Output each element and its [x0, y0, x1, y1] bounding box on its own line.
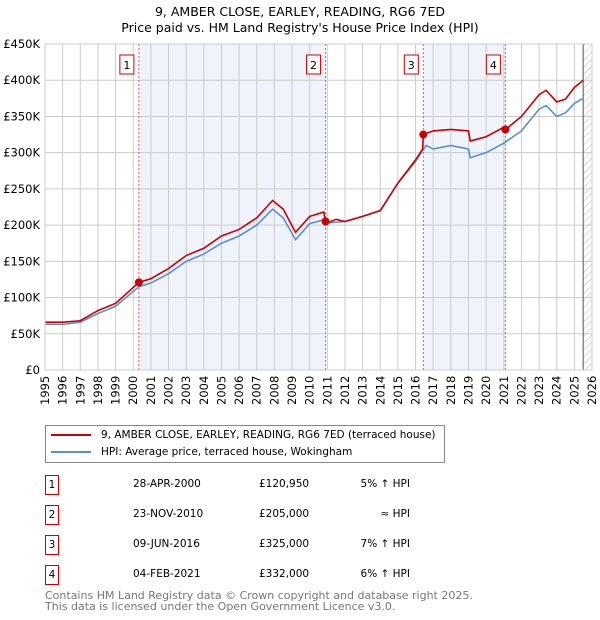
- x-tick-label: 1995: [38, 376, 52, 405]
- sale-label: 3: [408, 59, 415, 72]
- x-tick-label: 2013: [356, 376, 370, 405]
- sale-point: [134, 278, 143, 287]
- sale-date: 09-JUN-2016: [133, 538, 200, 550]
- x-tick-label: 1996: [56, 376, 70, 405]
- chart-subtitle: Price paid vs. HM Land Registry's House …: [121, 20, 479, 35]
- sale-label: 2: [310, 59, 317, 72]
- sale-hpi: 6% ↑ HPI: [360, 568, 410, 580]
- x-tick-label: 2021: [497, 376, 511, 405]
- y-tick-label: £300K: [3, 146, 40, 160]
- y-tick-label: £350K: [3, 109, 40, 123]
- x-tick-label: 2016: [409, 376, 423, 405]
- sale-price: £325,000: [259, 538, 310, 550]
- x-tick-label: 2015: [391, 376, 405, 405]
- sale-point: [321, 217, 330, 226]
- sale-label-box: [403, 54, 419, 75]
- sale-price: £205,000: [259, 508, 310, 520]
- legend-label-hpi: HPI: Average price, terraced house, Woki…: [101, 446, 353, 458]
- y-tick-label: £0: [25, 363, 40, 377]
- x-tick-label: 2023: [532, 376, 546, 405]
- x-tick-label: 2005: [214, 376, 228, 405]
- x-tick-label: 2011: [320, 376, 334, 405]
- forecast-hatch: [583, 44, 592, 370]
- x-tick-label: 2026: [585, 376, 599, 405]
- x-tick-label: 2020: [479, 376, 493, 405]
- legend: 9, AMBER CLOSE, EARLEY, READING, RG6 7ED…: [45, 425, 445, 463]
- chart-title: 9, AMBER CLOSE, EARLEY, READING, RG6 7ED: [154, 4, 445, 19]
- legend-label-property: 9, AMBER CLOSE, EARLEY, READING, RG6 7ED…: [101, 429, 436, 441]
- sale-price: £120,950: [259, 478, 310, 490]
- sale-number: 4: [45, 565, 59, 585]
- x-tick-label: 2007: [250, 376, 264, 405]
- plot-frame: [44, 43, 593, 371]
- sale-label-box: [306, 54, 322, 75]
- x-tick-label: 2006: [232, 376, 246, 405]
- table-row: 1 28-APR-2000 £120,950 5% ↑ HPI: [45, 475, 465, 495]
- sale-label: 4: [490, 59, 497, 72]
- y-tick-label: £400K: [3, 73, 40, 87]
- x-tick-label: 2019: [461, 376, 475, 405]
- sale-hpi: 7% ↑ HPI: [360, 538, 410, 550]
- shaded-period: [423, 44, 506, 370]
- x-tick-label: 2022: [514, 376, 528, 405]
- sale-hpi: 5% ↑ HPI: [360, 478, 410, 490]
- x-tick-label: 1998: [91, 376, 105, 405]
- legend-swatch-property: [51, 434, 91, 436]
- shaded-period: [138, 44, 326, 370]
- x-tick-label: 2004: [197, 376, 211, 405]
- price-chart: 1995 1996 1997 1998 1999 2000 2001 2002 2003 2004…: [3, 37, 599, 405]
- x-tick-label: 2000: [126, 376, 140, 405]
- footer-line: This data is licensed under the Open Gov…: [45, 600, 396, 613]
- x-tick-label: 2001: [144, 376, 158, 405]
- x-tick-label: 2024: [550, 376, 564, 405]
- x-tick-label: 2014: [373, 376, 387, 405]
- sale-date: 23-NOV-2010: [133, 508, 204, 520]
- table-row: 3 09-JUN-2016 £325,000 7% ↑ HPI: [45, 535, 465, 555]
- sale-label-box: [119, 54, 135, 75]
- x-tick-label: 1997: [73, 376, 87, 405]
- sale-number: 1: [45, 475, 59, 495]
- y-tick-label: £150K: [3, 254, 40, 268]
- sale-number: 3: [45, 535, 59, 555]
- x-tick-label: 2008: [267, 376, 281, 405]
- sale-number: 2: [45, 505, 59, 525]
- x-tick-label: 2012: [338, 376, 352, 405]
- sale-label: 1: [123, 59, 130, 72]
- sale-point: [419, 130, 428, 139]
- legend-swatch-hpi: [51, 451, 91, 453]
- footer: Contains HM Land Registry data © Crown c…: [45, 590, 473, 612]
- y-tick-label: £100K: [3, 291, 40, 305]
- sale-price: £332,000: [259, 568, 310, 580]
- sale-date: 28-APR-2000: [133, 478, 201, 490]
- x-tick-label: 2010: [303, 376, 317, 405]
- x-tick-label: 1999: [109, 376, 123, 405]
- x-tick-label: 2017: [426, 376, 440, 405]
- sale-point: [501, 125, 510, 134]
- sale-label-box: [485, 54, 501, 75]
- y-tick-label: £450K: [3, 37, 40, 51]
- footer-line: Contains HM Land Registry data © Crown c…: [45, 589, 473, 602]
- x-tick-label: 2003: [179, 376, 193, 405]
- sale-date: 04-FEB-2021: [133, 568, 201, 580]
- x-tick-label: 2025: [567, 376, 581, 405]
- x-tick-label: 2002: [162, 376, 176, 405]
- x-tick-label: 2018: [444, 376, 458, 405]
- y-tick-label: £250K: [3, 182, 40, 196]
- x-tick-label: 2009: [285, 376, 299, 405]
- y-tick-label: £200K: [3, 218, 40, 232]
- table-row: 2 23-NOV-2010 £205,000 ≈ HPI: [45, 505, 465, 525]
- table-row: 4 04-FEB-2021 £332,000 6% ↑ HPI: [45, 565, 465, 585]
- y-tick-label: £50K: [11, 327, 41, 341]
- sale-hpi: ≈ HPI: [380, 508, 410, 520]
